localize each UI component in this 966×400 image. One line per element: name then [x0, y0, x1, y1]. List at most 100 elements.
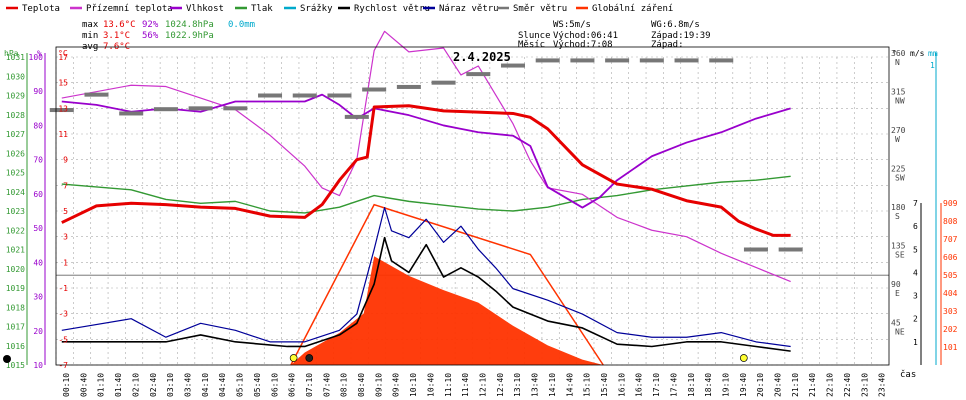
humidity-tick-label: 10 [33, 361, 43, 370]
sunset-marker [739, 354, 748, 362]
legend-label: Přízemní teplota [86, 4, 173, 14]
sunrise-marker [289, 354, 298, 362]
wind-direction-mark [292, 93, 317, 98]
wind-direction-mark [188, 106, 213, 111]
time-tick-label: 17:10 [652, 373, 661, 397]
pressure-tick-label: 1017 [6, 323, 25, 332]
pressure-tick-label: 1026 [6, 149, 25, 158]
ground-temp-line [61, 30, 791, 283]
wind-tick-label: 5 [913, 245, 918, 254]
solar-tick-label: 303 [943, 307, 958, 316]
time-tick-label: 05:10 [236, 373, 245, 397]
wind-direction-mark [466, 72, 491, 77]
wind-direction-mark [778, 247, 803, 252]
time-tick-label: 14:10 [548, 373, 557, 397]
solar-tick-label: 404 [943, 289, 958, 298]
humidity-tick-label: 70 [33, 156, 43, 165]
wind-tick-label: 7 [913, 199, 918, 208]
temperature-line [61, 104, 791, 237]
time-tick-label: 21:10 [791, 373, 800, 397]
time-tick-label: 07:10 [305, 373, 314, 397]
time-tick-label: 02:10 [131, 373, 140, 397]
x-axis-caption: čas [900, 369, 916, 380]
time-tick-label: 03:40 [183, 373, 192, 397]
humidity-tick-label: 60 [33, 190, 43, 199]
sun-moon-info: WS:5m/s WG:6.8m/s Slunce Východ:06:41 Zá… [518, 20, 711, 50]
stat-max-temp: 13.6°C [103, 20, 136, 30]
time-tick-label: 19:10 [721, 373, 730, 397]
wind-direction-mark [535, 58, 560, 63]
wind-direction-mark [327, 93, 352, 98]
solar-tick-label: 202 [943, 325, 958, 334]
direction-cardinal-label: SE [895, 251, 905, 260]
wind-axis-unit: m/s [910, 49, 925, 58]
time-tick-label: 04:10 [201, 373, 210, 397]
legend-label: Vlhkost [186, 4, 224, 14]
pressure-tick-label: 1019 [6, 284, 25, 293]
time-tick-label: 19:40 [739, 373, 748, 397]
wind-direction-mark [431, 80, 456, 85]
time-tick-label: 00:40 [79, 373, 88, 397]
time-tick-label: 13:10 [513, 373, 522, 397]
solar-tick-label: 808 [943, 217, 958, 226]
time-tick-label: 11:40 [461, 373, 470, 397]
humidity-tick-label: 100 [29, 53, 44, 62]
direction-cardinal-label: NE [895, 328, 905, 337]
time-tick-label: 08:40 [357, 373, 366, 397]
time-tick-label: 12:10 [479, 373, 488, 397]
temperature-tick-label: 3 [63, 233, 68, 242]
rain-tick-label: 1 [930, 61, 935, 70]
legend-label: Tlak [251, 4, 273, 14]
humidity-tick-label: 20 [33, 327, 43, 336]
wind-gust-info: WG:6.8m/s [651, 20, 700, 30]
solar-theoretical-line [290, 203, 604, 366]
legend-label: Směr větru [513, 4, 567, 14]
time-tick-label: 22:10 [826, 373, 835, 397]
time-tick-label: 01:40 [114, 373, 123, 397]
stat-max-hum: 92% [142, 20, 159, 30]
time-tick-label: 23:10 [860, 373, 869, 397]
stat-min-temp: 3.1°C [103, 31, 130, 41]
wind-speed-info: WS:5m/s [553, 20, 591, 30]
pressure-tick-label: 1023 [6, 207, 25, 216]
time-tick-label: 07:40 [322, 373, 331, 397]
plot-frame [55, 46, 890, 366]
wind-direction-mark [49, 108, 74, 113]
wind-direction-mark [362, 87, 387, 92]
chart-date-title: 2.4.2025 [453, 50, 511, 64]
plot-area [49, 30, 803, 366]
solar-radiation-area [290, 256, 604, 365]
time-tick-label: 08:10 [340, 373, 349, 397]
direction-cardinal-label: S [895, 212, 900, 221]
stat-min-press: 1022.9hPa [165, 31, 214, 41]
temperature-tick-label: 17 [58, 53, 68, 62]
time-tick-label: 16:10 [617, 373, 626, 397]
time-tick-label: 10:40 [426, 373, 435, 397]
temperature-tick-label: 7 [63, 181, 68, 190]
pressure-tick-label: 1016 [6, 342, 25, 351]
temperature-tick-label: 9 [63, 156, 68, 165]
solar-tick-label: 707 [943, 235, 958, 244]
solar-tick-label: 606 [943, 253, 958, 262]
stat-min-label: min [82, 31, 98, 41]
temperature-tick-label: -5 [58, 335, 68, 344]
time-tick-label: 10:10 [409, 373, 418, 397]
pressure-tick-label: 1027 [6, 130, 25, 139]
temperature-tick-label: 11 [58, 130, 68, 139]
direction-axis-unit: ° [892, 49, 897, 58]
humidity-line [61, 93, 791, 209]
wind-direction-mark [396, 84, 421, 89]
moonrise: Východ:7:08 [553, 40, 613, 50]
sunrise: Východ:06:41 [553, 31, 618, 41]
humidity-tick-label: 30 [33, 293, 43, 302]
temperature-tick-label: -3 [58, 310, 68, 319]
wind-direction-mark [258, 93, 283, 98]
temperature-tick-label: 1 [63, 258, 68, 267]
pressure-tick-label: 1025 [6, 169, 25, 178]
solar-tick-label: 101 [943, 343, 958, 352]
legend-label: Rychlost větru [354, 4, 430, 14]
direction-tick-label: 315 [891, 88, 906, 97]
time-tick-label: 13:40 [531, 373, 540, 397]
time-tick-label: 18:40 [704, 373, 713, 397]
